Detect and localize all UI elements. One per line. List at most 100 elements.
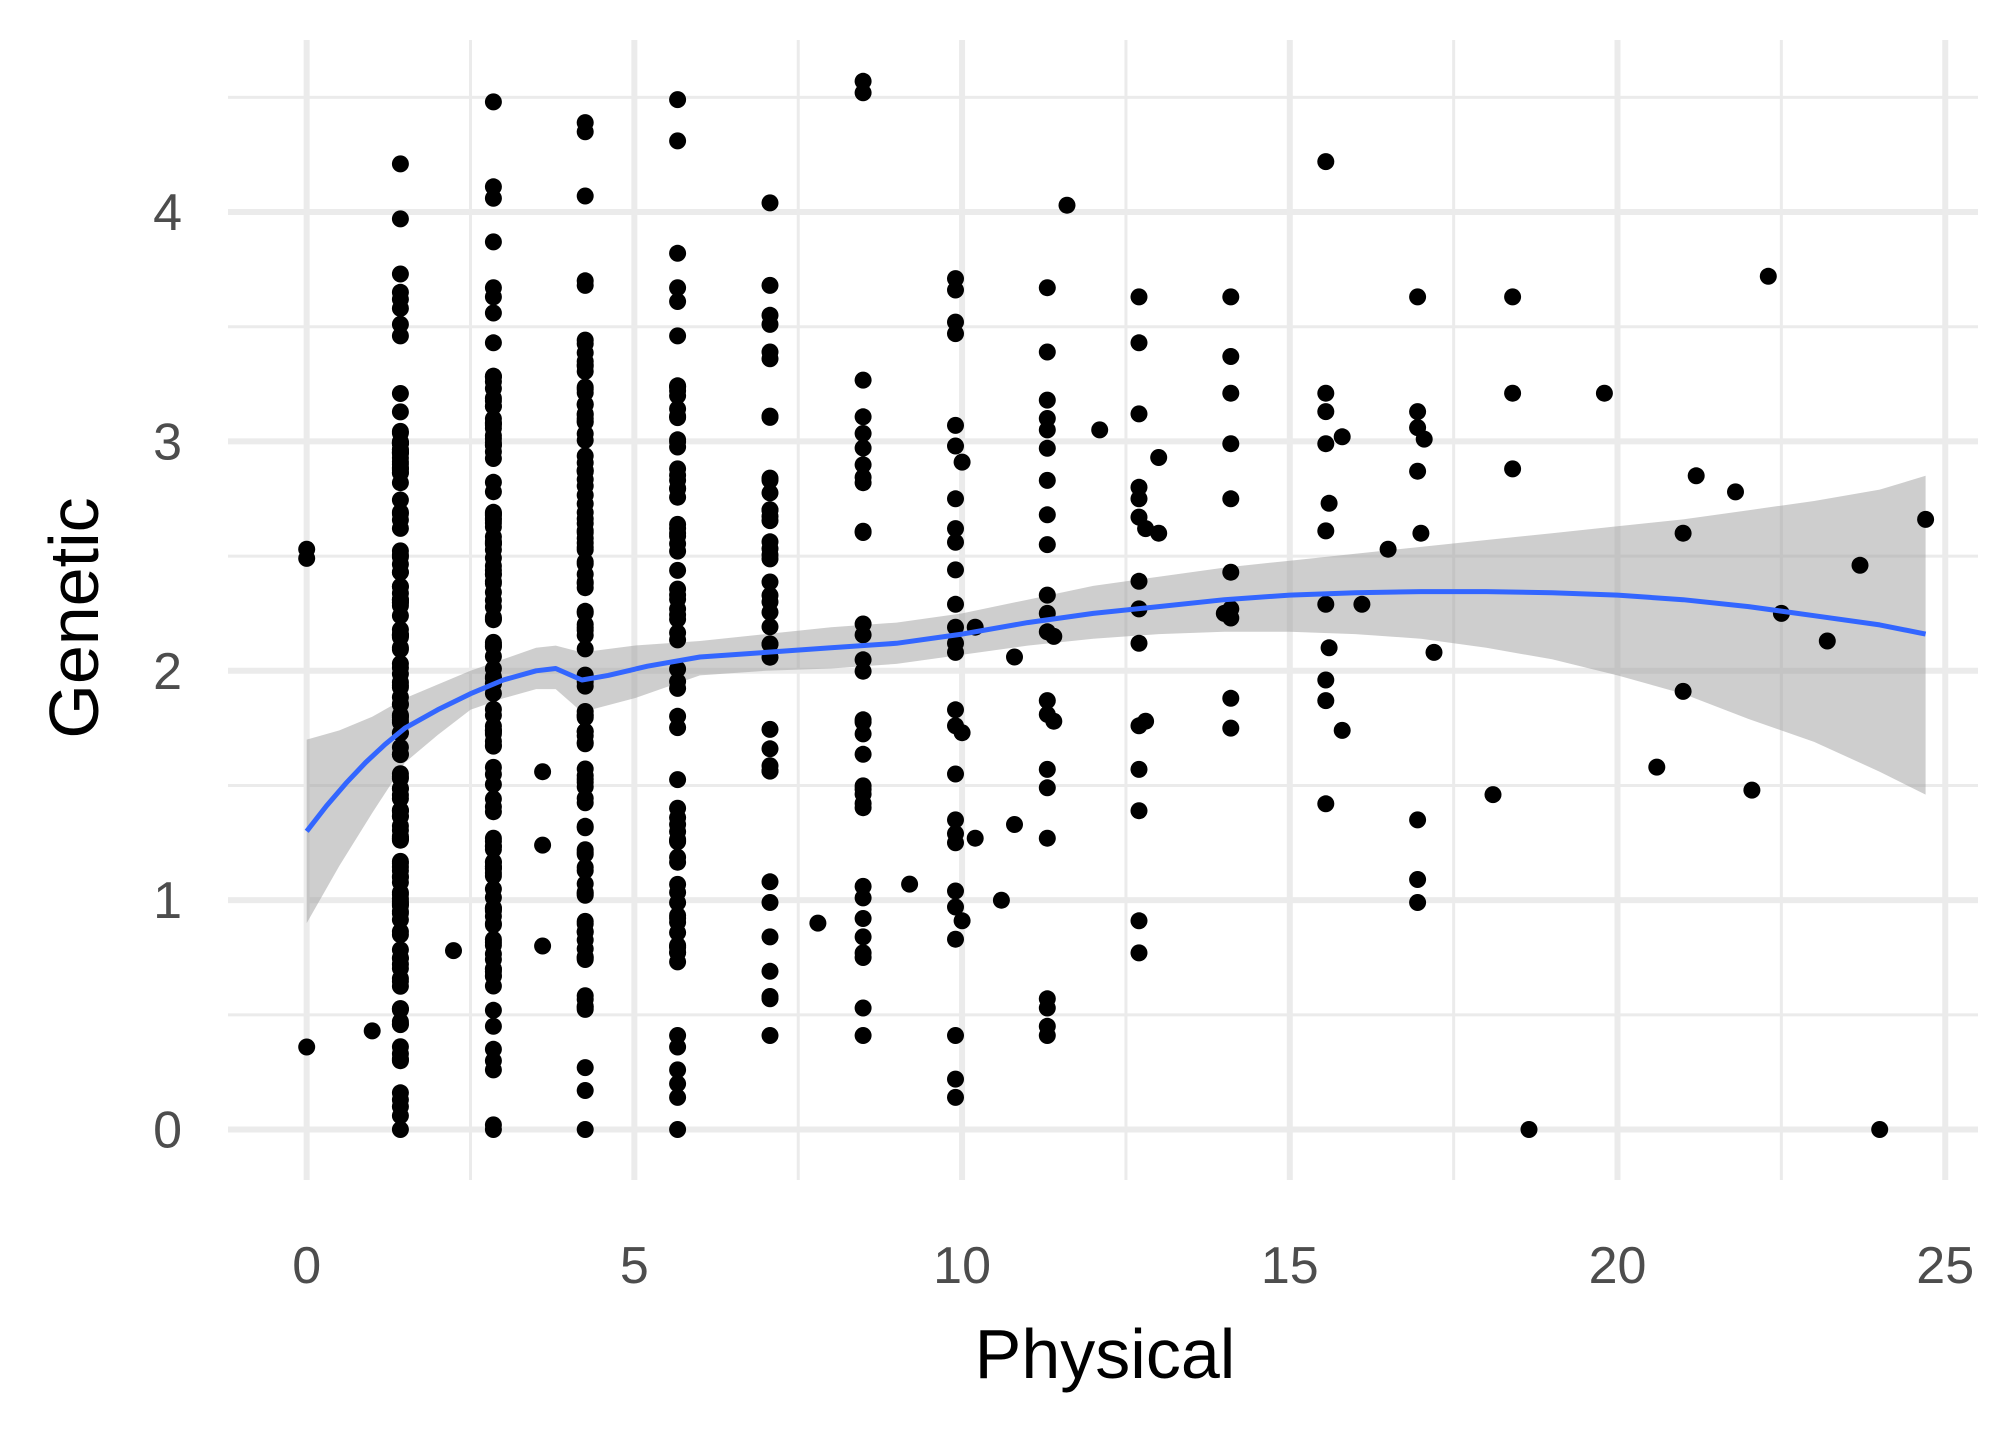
data-point — [761, 928, 779, 946]
data-point — [947, 898, 964, 916]
data-point — [484, 503, 502, 521]
data-point — [1130, 572, 1148, 590]
data-point — [391, 503, 409, 521]
data-point — [947, 811, 964, 829]
data-point — [1222, 435, 1240, 453]
x-tick-label: 5 — [620, 1237, 649, 1295]
data-point — [534, 937, 552, 955]
data-point — [669, 244, 687, 262]
data-point — [576, 602, 594, 620]
data-point — [391, 327, 409, 345]
data-point — [1130, 802, 1148, 820]
data-point — [1038, 760, 1056, 778]
data-point — [391, 655, 409, 673]
y-tick-label: 1 — [153, 872, 182, 930]
data-point — [1222, 288, 1240, 306]
data-point — [761, 618, 779, 636]
data-point — [901, 875, 919, 893]
data-point — [669, 1075, 687, 1093]
data-point — [298, 1038, 316, 1056]
data-point — [669, 480, 687, 498]
data-point — [391, 801, 409, 819]
data-point — [1038, 421, 1056, 439]
data-point — [854, 949, 872, 966]
data-point — [669, 327, 687, 345]
data-point — [1743, 781, 1761, 799]
x-tick-label: 15 — [1261, 1237, 1319, 1295]
data-point — [669, 771, 687, 789]
data-point — [484, 1017, 502, 1035]
data-point — [669, 848, 687, 866]
data-point — [854, 889, 872, 907]
x-axis-title: Physical — [975, 1315, 1236, 1393]
data-point — [391, 403, 409, 421]
data-point — [1333, 721, 1351, 739]
data-point — [761, 593, 779, 611]
data-point — [1504, 460, 1522, 478]
data-point — [669, 279, 687, 297]
data-point — [953, 912, 971, 930]
data-point — [947, 281, 964, 299]
data-point — [1317, 153, 1335, 171]
data-point — [576, 845, 594, 863]
data-point — [1317, 403, 1335, 421]
data-point — [391, 299, 409, 317]
data-point — [669, 524, 687, 542]
data-point — [484, 635, 502, 653]
data-point — [947, 325, 964, 343]
data-point — [391, 1121, 409, 1138]
data-point — [391, 779, 409, 797]
data-point — [484, 725, 502, 743]
data-point — [947, 561, 964, 579]
data-point — [761, 1027, 779, 1044]
data-point — [669, 561, 687, 579]
data-point — [1759, 267, 1777, 285]
x-tick-label: 0 — [292, 1237, 321, 1295]
data-point — [761, 471, 779, 489]
data-point — [1320, 494, 1338, 512]
data-point — [1058, 196, 1076, 214]
data-point — [669, 673, 687, 690]
data-point — [854, 425, 872, 442]
data-point — [669, 610, 687, 628]
data-point — [1317, 595, 1335, 613]
data-point — [576, 410, 594, 428]
data-point — [1504, 288, 1522, 306]
data-point — [484, 684, 502, 702]
data-point — [1038, 1027, 1056, 1044]
data-point — [953, 724, 971, 742]
data-point — [761, 635, 779, 653]
data-point — [669, 883, 687, 901]
data-point — [1150, 449, 1168, 466]
data-point — [947, 618, 964, 636]
x-tick-label: 25 — [1916, 1237, 1974, 1295]
data-point — [1409, 894, 1427, 911]
data-point — [1038, 471, 1056, 489]
data-point — [391, 1050, 409, 1068]
data-point — [484, 233, 502, 251]
data-point — [391, 830, 409, 848]
data-point — [1727, 483, 1744, 501]
data-point — [576, 431, 594, 449]
data-point — [854, 745, 872, 763]
y-tick-label: 4 — [153, 184, 182, 242]
data-point — [576, 778, 594, 796]
data-point — [1045, 627, 1063, 645]
smooth-line-group — [304, 589, 1927, 833]
data-point — [669, 431, 687, 449]
data-point — [484, 960, 502, 978]
data-point — [761, 962, 779, 980]
data-point — [1130, 405, 1148, 423]
data-point — [576, 454, 594, 472]
data-point — [1409, 462, 1427, 480]
data-point — [854, 474, 872, 492]
data-point — [854, 999, 872, 1017]
data-point — [1130, 760, 1148, 778]
data-point — [669, 1061, 687, 1079]
data-point — [1687, 467, 1705, 485]
data-point — [576, 362, 594, 380]
data-point — [947, 765, 964, 783]
data-point — [576, 553, 594, 571]
data-point — [1222, 348, 1240, 365]
data-point — [947, 834, 964, 852]
